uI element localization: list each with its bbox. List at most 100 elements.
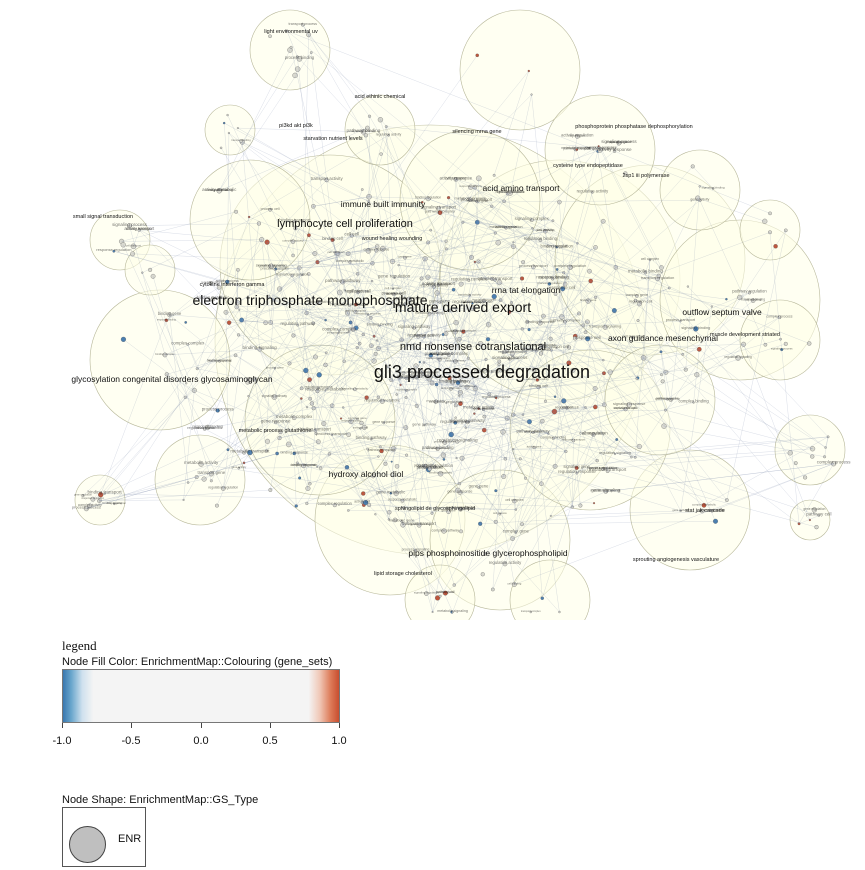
gene-set-node <box>681 353 685 356</box>
edge <box>509 311 588 323</box>
gene-set-node <box>574 466 579 470</box>
node-label-small: binding cell <box>322 236 343 241</box>
gene-set-node <box>389 258 396 265</box>
edge <box>274 206 314 270</box>
edge <box>480 510 713 524</box>
node-label-small: gene response <box>447 489 472 493</box>
edge <box>386 126 429 243</box>
node-label-small: signaling process <box>492 355 528 360</box>
gene-set-node <box>587 268 592 274</box>
edge <box>437 146 599 355</box>
gene-set-node <box>210 296 216 302</box>
edge <box>598 146 670 289</box>
node-label-small: complex response <box>363 247 389 251</box>
gene-set-node <box>339 417 343 420</box>
node-label-small: regulation cell <box>345 289 372 294</box>
gene-set-node <box>306 32 312 38</box>
gene-set-node <box>538 343 545 349</box>
gene-set-node <box>762 218 768 224</box>
edge <box>614 287 670 311</box>
edge <box>86 441 319 509</box>
edge <box>495 371 611 398</box>
node-label-small: regulation response <box>558 469 596 474</box>
edge <box>459 339 513 356</box>
node-label-small: complex transport <box>478 276 514 281</box>
gene-set-node <box>379 398 385 404</box>
gene-set-node <box>458 281 464 287</box>
cluster-label: gli3 processed degradation <box>374 362 590 382</box>
edge <box>212 179 327 300</box>
gene-set-node <box>305 406 309 409</box>
edge <box>210 282 276 369</box>
edge <box>279 330 340 439</box>
edge <box>503 414 514 477</box>
gene-set-node <box>477 407 480 410</box>
cluster-label: cysteine type endopeptidase <box>553 163 623 169</box>
edge <box>445 511 449 532</box>
edge <box>241 319 266 324</box>
edge <box>317 261 474 309</box>
node-label-small: signaling pathway <box>262 394 288 398</box>
node-label-small: activity cell <box>397 301 415 305</box>
gene-set-node <box>372 306 375 309</box>
gene-set-node <box>768 230 772 235</box>
edge <box>398 264 496 281</box>
cluster-label: immune built immunity <box>341 199 426 209</box>
gene-set-node <box>274 420 278 425</box>
gene-set-node <box>573 336 578 341</box>
edge <box>693 349 700 403</box>
gene-set-node <box>414 375 419 380</box>
node-label-small: binding cell <box>529 384 548 388</box>
edge <box>100 267 300 495</box>
gene-set-node <box>296 323 299 327</box>
gene-set-node <box>353 387 357 392</box>
edge <box>402 401 437 525</box>
gene-set-node <box>464 384 470 390</box>
edge <box>219 361 366 503</box>
node-label-small: process complex <box>260 267 289 271</box>
gene-set-node <box>370 279 374 283</box>
gene-set-node <box>383 461 388 466</box>
edge <box>274 269 348 314</box>
edge <box>237 235 352 303</box>
edge <box>480 411 555 524</box>
gene-set-node <box>361 491 366 496</box>
gene-set-node <box>324 177 329 183</box>
gene-set-node <box>613 265 619 270</box>
gene-set-node <box>226 320 232 325</box>
gene-set-node <box>574 134 580 139</box>
edge <box>455 404 605 424</box>
gene-set-node <box>293 226 298 231</box>
edge <box>164 343 360 356</box>
edge <box>313 206 371 318</box>
gene-set-node <box>374 244 380 249</box>
edge <box>92 398 311 500</box>
gene-set-node <box>150 273 156 279</box>
gene-set-node <box>577 311 581 316</box>
gene-set-node <box>268 34 272 39</box>
edge <box>349 261 425 337</box>
edge <box>391 187 476 381</box>
edge <box>432 296 495 613</box>
gene-set-node <box>239 139 243 143</box>
gene-set-node <box>393 490 399 496</box>
gene-set-node <box>392 517 398 523</box>
edge <box>697 197 765 222</box>
edge <box>418 336 505 353</box>
edge <box>439 295 470 303</box>
edge <box>270 268 276 323</box>
gene-set-node <box>553 395 557 398</box>
network-edges <box>82 24 834 613</box>
node-label-small: regulation cell <box>544 344 569 349</box>
node-label-small: regulation metabolic <box>364 397 400 402</box>
edge <box>498 364 517 510</box>
gene-set-node <box>550 277 555 281</box>
node-label-small: activity activity <box>309 300 332 304</box>
gene-set-node <box>453 319 459 326</box>
gene-set-node <box>623 407 628 412</box>
edge <box>589 271 641 303</box>
gene-set-node <box>356 417 359 421</box>
edge <box>483 300 510 360</box>
edge <box>435 331 464 402</box>
